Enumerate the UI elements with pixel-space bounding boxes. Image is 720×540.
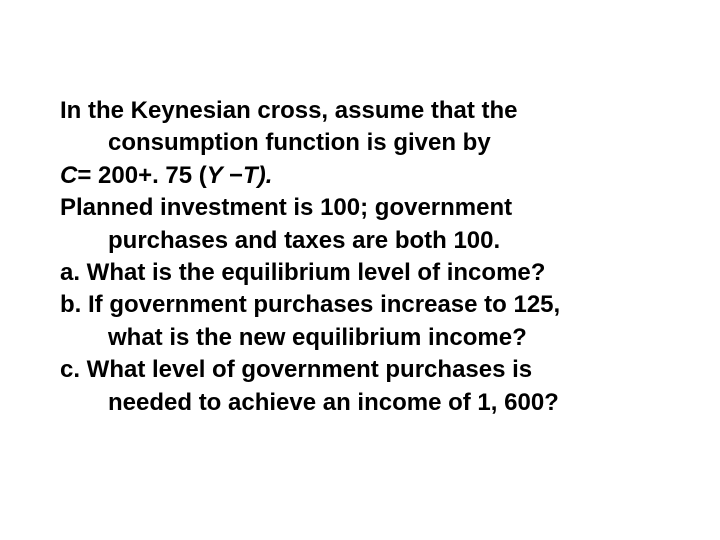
- minus-sign: −: [229, 162, 243, 189]
- text-line-4: Planned investment is 100; government: [60, 192, 660, 224]
- slide-text: In the Keynesian cross, assume that the …: [60, 95, 660, 419]
- text-line-10: needed to achieve an income of 1, 600?: [60, 387, 660, 419]
- text-line-2: consumption function is given by: [60, 127, 660, 159]
- variable-y: Y: [207, 162, 229, 189]
- variable-c: C: [60, 162, 77, 189]
- text-line-1: In the Keynesian cross, assume that the: [60, 95, 660, 127]
- text-line-3: C= 200+. 75 (Y −T).: [60, 160, 660, 192]
- text-line-6: a. What is the equilibrium level of inco…: [60, 257, 660, 289]
- text-line-7: b. If government purchases increase to 1…: [60, 289, 660, 321]
- text-line-5: purchases and taxes are both 100.: [60, 225, 660, 257]
- text-line-9: c. What level of government purchases is: [60, 354, 660, 386]
- text-line-8: what is the new equilibrium income?: [60, 322, 660, 354]
- text-fragment: = 200+. 75 (: [77, 162, 206, 189]
- variable-t: T).: [243, 162, 272, 189]
